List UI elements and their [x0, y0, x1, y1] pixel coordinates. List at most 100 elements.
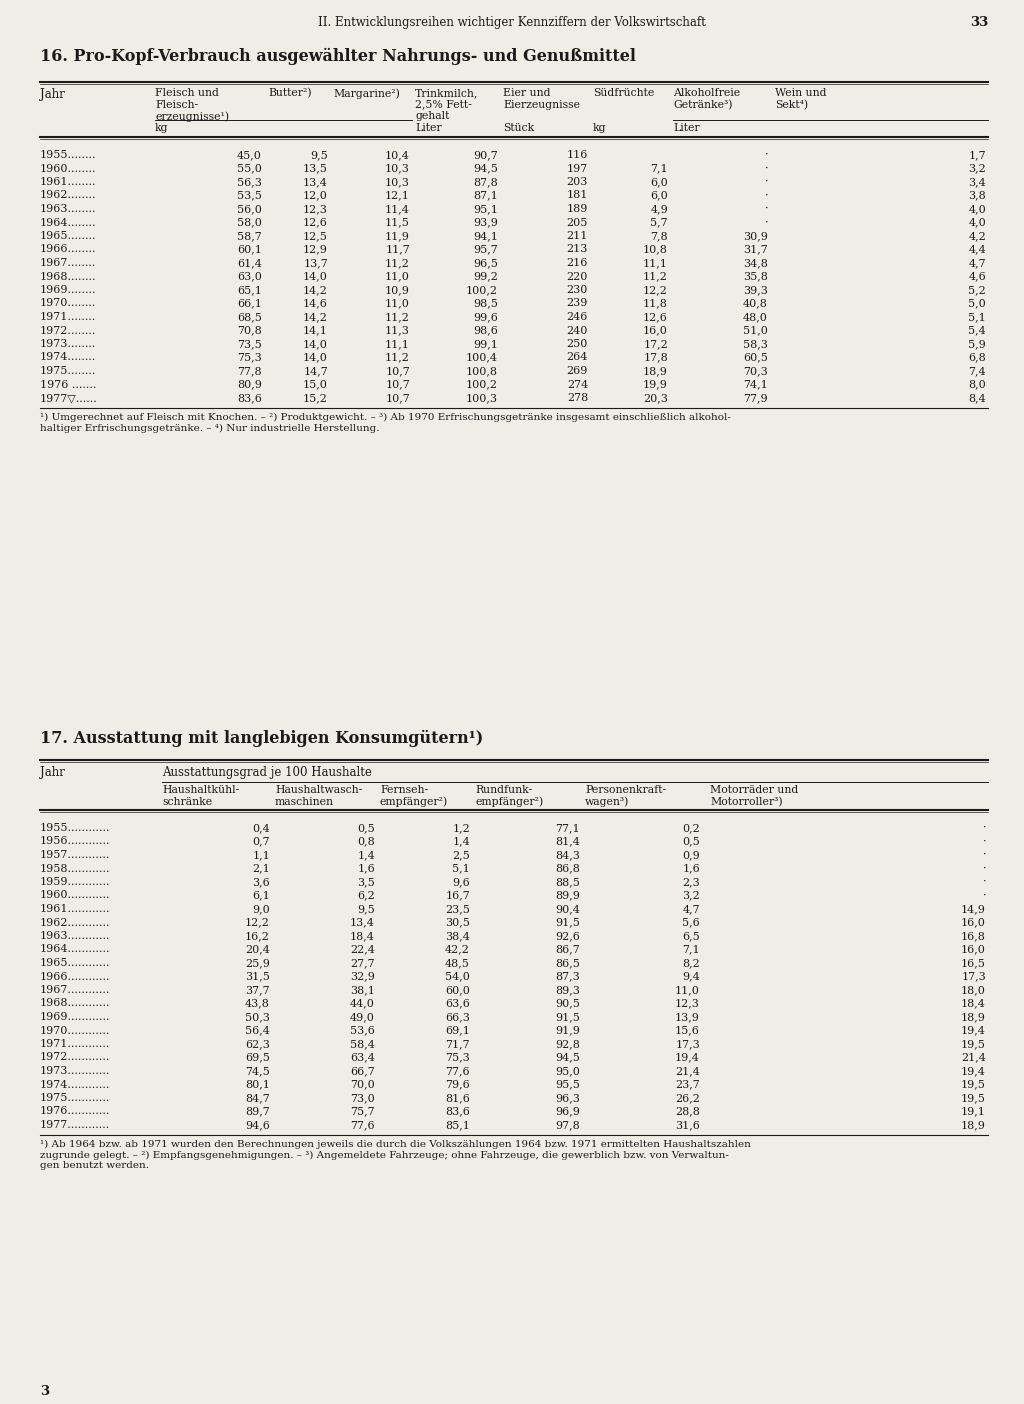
Text: 1957............: 1957............ [40, 849, 111, 861]
Text: 4,7: 4,7 [682, 904, 700, 914]
Text: Jahr: Jahr [40, 88, 65, 101]
Text: 1,6: 1,6 [357, 863, 375, 873]
Text: 77,9: 77,9 [743, 393, 768, 403]
Text: 11,1: 11,1 [385, 338, 410, 350]
Text: 2,3: 2,3 [682, 878, 700, 887]
Text: 81,6: 81,6 [445, 1092, 470, 1104]
Text: 31,7: 31,7 [743, 244, 768, 254]
Text: 89,7: 89,7 [246, 1106, 270, 1116]
Text: 99,2: 99,2 [473, 271, 498, 281]
Text: 94,5: 94,5 [555, 1053, 580, 1063]
Text: 5,4: 5,4 [969, 326, 986, 336]
Text: 1960........: 1960........ [40, 163, 96, 174]
Text: 60,1: 60,1 [238, 244, 262, 254]
Text: Jahr: Jahr [40, 767, 65, 779]
Text: kg: kg [155, 124, 169, 133]
Text: 12,9: 12,9 [303, 244, 328, 254]
Text: 58,3: 58,3 [743, 338, 768, 350]
Text: 1,7: 1,7 [969, 150, 986, 160]
Text: 14,2: 14,2 [303, 312, 328, 322]
Text: 1,6: 1,6 [682, 863, 700, 873]
Text: Butter²): Butter²) [268, 88, 311, 98]
Text: ·: · [982, 863, 986, 873]
Text: Alkoholfreie
Getränke³): Alkoholfreie Getränke³) [673, 88, 740, 110]
Text: 16,2: 16,2 [245, 931, 270, 941]
Text: 83,6: 83,6 [238, 393, 262, 403]
Text: 9,0: 9,0 [252, 904, 270, 914]
Text: 84,7: 84,7 [246, 1092, 270, 1104]
Text: 14,0: 14,0 [303, 271, 328, 281]
Text: Eier und
Eierzeugnisse: Eier und Eierzeugnisse [503, 88, 580, 110]
Text: 1955........: 1955........ [40, 150, 96, 160]
Text: 250: 250 [566, 338, 588, 350]
Text: 58,7: 58,7 [238, 232, 262, 241]
Text: 95,0: 95,0 [555, 1066, 580, 1075]
Text: 56,0: 56,0 [238, 204, 262, 213]
Text: 63,0: 63,0 [238, 271, 262, 281]
Text: 5,1: 5,1 [969, 312, 986, 322]
Text: 14,6: 14,6 [303, 299, 328, 309]
Text: 21,4: 21,4 [675, 1066, 700, 1075]
Text: 26,2: 26,2 [675, 1092, 700, 1104]
Text: 1970........: 1970........ [40, 299, 96, 309]
Text: Fleisch und
Fleisch-
erzeugnisse¹): Fleisch und Fleisch- erzeugnisse¹) [155, 88, 229, 122]
Text: 97,8: 97,8 [555, 1120, 580, 1130]
Text: 18,4: 18,4 [962, 998, 986, 1008]
Text: 1962........: 1962........ [40, 191, 96, 201]
Text: 15,2: 15,2 [303, 393, 328, 403]
Text: 216: 216 [566, 258, 588, 268]
Text: 1966........: 1966........ [40, 244, 96, 254]
Text: 100,2: 100,2 [466, 285, 498, 295]
Text: 9,5: 9,5 [357, 904, 375, 914]
Text: 1976............: 1976............ [40, 1106, 111, 1116]
Text: 3,8: 3,8 [969, 191, 986, 201]
Text: 34,8: 34,8 [743, 258, 768, 268]
Text: 18,9: 18,9 [643, 366, 668, 376]
Text: 98,6: 98,6 [473, 326, 498, 336]
Text: 68,5: 68,5 [238, 312, 262, 322]
Text: 10,4: 10,4 [385, 150, 410, 160]
Text: ·: · [765, 150, 768, 160]
Text: 98,5: 98,5 [473, 299, 498, 309]
Text: 11,7: 11,7 [385, 244, 410, 254]
Text: 15,0: 15,0 [303, 379, 328, 389]
Text: 91,5: 91,5 [555, 1012, 580, 1022]
Text: 9,6: 9,6 [453, 878, 470, 887]
Text: 19,9: 19,9 [643, 379, 668, 389]
Text: 19,4: 19,4 [962, 1066, 986, 1075]
Text: 95,5: 95,5 [555, 1080, 580, 1090]
Text: 81,4: 81,4 [555, 837, 580, 847]
Text: 75,3: 75,3 [445, 1053, 470, 1063]
Text: 70,0: 70,0 [350, 1080, 375, 1090]
Text: Fernseh-
empfänger²): Fernseh- empfänger²) [380, 785, 449, 807]
Text: 0,2: 0,2 [682, 823, 700, 833]
Text: 19,4: 19,4 [675, 1053, 700, 1063]
Text: 18,4: 18,4 [350, 931, 375, 941]
Text: 9,5: 9,5 [310, 150, 328, 160]
Text: 12,3: 12,3 [303, 204, 328, 213]
Text: 0,5: 0,5 [682, 837, 700, 847]
Text: 12,5: 12,5 [303, 232, 328, 241]
Text: 61,4: 61,4 [238, 258, 262, 268]
Text: 94,1: 94,1 [473, 232, 498, 241]
Text: 4,0: 4,0 [969, 204, 986, 213]
Text: 96,3: 96,3 [555, 1092, 580, 1104]
Text: 91,5: 91,5 [555, 917, 580, 928]
Text: Motorräder und
Motorroller³): Motorräder und Motorroller³) [710, 785, 799, 807]
Text: 73,0: 73,0 [350, 1092, 375, 1104]
Text: 63,6: 63,6 [445, 998, 470, 1008]
Text: 220: 220 [566, 271, 588, 281]
Text: 92,6: 92,6 [555, 931, 580, 941]
Text: 16,7: 16,7 [445, 890, 470, 900]
Text: 3,2: 3,2 [969, 163, 986, 174]
Text: 49,0: 49,0 [350, 1012, 375, 1022]
Text: 11,2: 11,2 [385, 352, 410, 362]
Text: 1974............: 1974............ [40, 1080, 111, 1090]
Text: ·: · [982, 837, 986, 847]
Text: 1977............: 1977............ [40, 1120, 111, 1130]
Text: ·: · [765, 191, 768, 201]
Text: ·: · [982, 890, 986, 900]
Text: 1969............: 1969............ [40, 1012, 111, 1022]
Text: 75,3: 75,3 [238, 352, 262, 362]
Text: 1967........: 1967........ [40, 258, 96, 268]
